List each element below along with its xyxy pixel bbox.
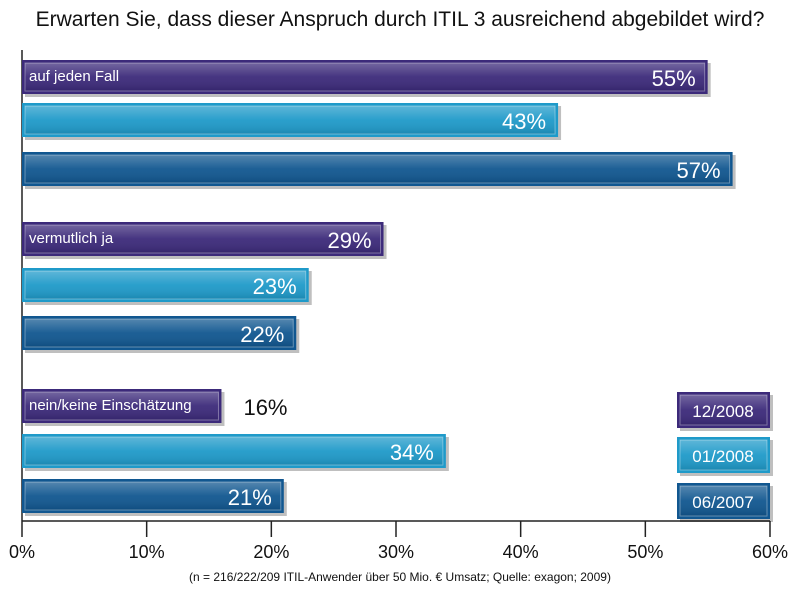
x-tick-label: 60% [752,542,788,562]
category-label: nein/keine Einschätzung [29,397,192,414]
data-label: 55% [652,66,696,91]
data-label: 57% [677,158,721,183]
data-label: 34% [390,440,434,465]
bar-highlight [24,154,731,184]
x-tick-label: 0% [9,542,35,562]
data-label: 29% [327,228,371,253]
x-tick-label: 50% [627,542,663,562]
bar-highlight [24,436,444,466]
data-label: 43% [502,109,546,134]
bar-highlight [24,318,294,348]
data-label: 16% [243,395,287,420]
data-label: 21% [228,485,272,510]
bar-highlight [24,481,282,511]
chart-footnote: (n = 216/222/209 ITIL-Anwender über 50 M… [189,570,611,584]
x-tick-label: 10% [129,542,165,562]
legend-highlight [679,439,768,471]
data-label: 23% [253,274,297,299]
chart-title: Erwarten Sie, dass dieser Anspruch durch… [35,8,765,31]
legend-label: 12/2008 [692,402,753,421]
category-label: vermutlich ja [29,230,114,247]
legend-label: 06/2007 [692,493,753,512]
legend-label: 01/2008 [692,447,753,466]
bar-highlight [24,105,556,135]
x-tick-label: 20% [253,542,289,562]
legend-highlight [679,394,768,426]
bar-highlight [24,224,382,254]
bar-highlight [24,270,307,300]
legend-highlight [679,485,768,517]
category-label: auf jeden Fall [29,68,119,85]
bar-highlight [24,391,219,421]
x-tick-label: 40% [503,542,539,562]
bar-highlight [24,62,706,92]
data-label: 22% [240,322,284,347]
x-tick-label: 30% [378,542,414,562]
